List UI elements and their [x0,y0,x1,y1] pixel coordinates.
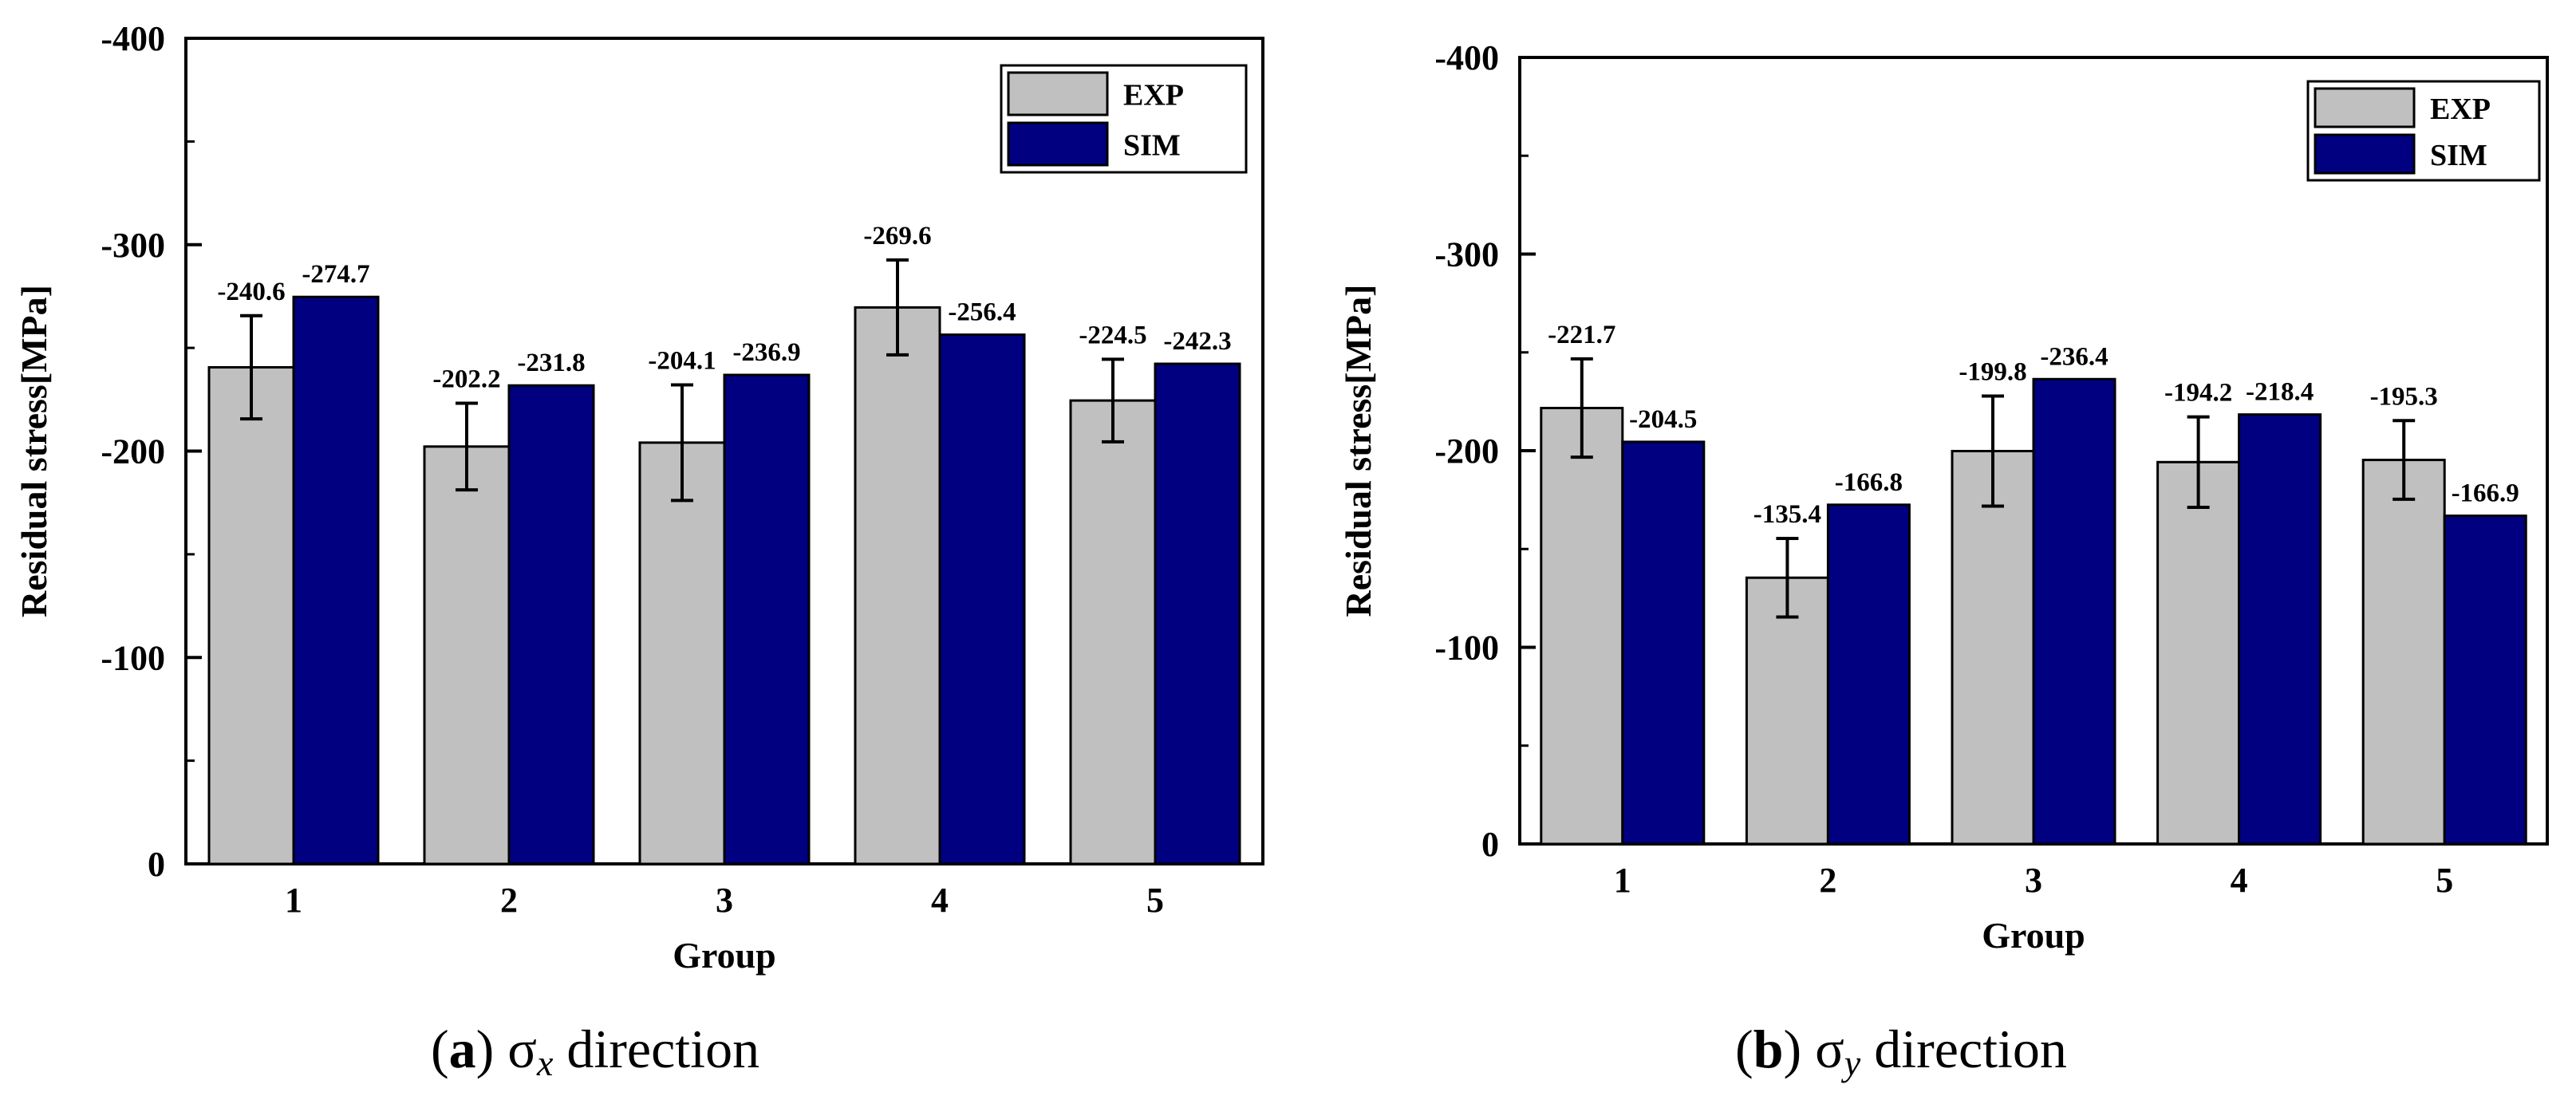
exp-value-label: -194.2 [2164,379,2232,408]
exp-value-label: -135.4 [1753,500,1821,529]
exp-bar [423,445,511,865]
x-axis-title: Group [1982,915,2085,956]
sim-value-label: -236.4 [2040,342,2108,371]
y-tick-label: -300 [101,226,165,265]
exp-bar [2361,459,2446,846]
y-axis-title: Residual stress[MPa] [1338,285,1379,617]
sim-value-label: -218.4 [2246,378,2314,407]
y-axis-title: Residual stress[MPa] [14,285,54,617]
exp-bar [1745,576,1829,846]
exp-value-label: -204.1 [648,346,716,375]
legend: EXP SIM [2306,80,2541,182]
sim-bar [2032,377,2116,846]
exp-bar [854,306,941,865]
sim-bar [2238,413,2322,846]
legend-swatch-exp [1007,71,1109,116]
x-tick-label: 5 [2436,861,2453,900]
exp-bar [207,365,295,865]
x-tick-label: 4 [2231,861,2248,900]
sim-bar [938,333,1026,865]
y-tick-label: 0 [148,845,165,884]
y-tick-label: -400 [1434,38,1499,77]
legend-label-exp: EXP [2430,93,2491,126]
sim-value-label: -166.8 [1835,468,1903,497]
legend-label-sim: SIM [1123,129,1181,163]
exp-bar [1540,407,1624,846]
legend-swatch-exp [2314,87,2416,128]
y-tick-label: -200 [1434,432,1499,471]
exp-value-label: -221.7 [1548,321,1615,349]
y-tick-label: -300 [1434,235,1499,274]
sim-value-label: -231.8 [517,349,585,377]
sim-bar [1621,440,1706,846]
sim-value-label: -166.9 [2452,479,2519,508]
exp-value-label: -269.6 [863,222,931,250]
legend-swatch-sim [1007,121,1109,167]
figure-caption: (a) σx direction [431,1019,759,1083]
sim-value-label: -242.3 [1163,327,1231,356]
y-tick-label: 0 [1481,825,1499,864]
y-tick-label: -400 [101,19,165,58]
exp-bar [1069,399,1157,865]
sim-bar [1154,362,1241,865]
sim-bar [723,373,811,865]
legend-label-sim: SIM [2430,139,2487,172]
figure-caption: (b) σy direction [1735,1019,2067,1083]
y-tick-label: -200 [101,432,165,471]
x-tick-label: 1 [1614,861,1631,900]
sim-bar [2443,515,2527,846]
x-tick-label: 2 [1819,861,1836,900]
sim-value-label: -256.4 [948,298,1016,327]
y-tick-label: -100 [1434,629,1499,668]
legend-label-exp: EXP [1123,79,1184,112]
x-axis-title: Group [673,935,776,976]
chart-panel-b: 0 -100 -200 -300 -400 Residual stress[MPa] 1 -2… [1338,38,2549,1083]
exp-value-label: -240.6 [217,278,285,306]
sim-value-label: -274.7 [302,260,369,289]
exp-value-label: -202.2 [432,365,500,393]
exp-bar [638,441,726,865]
x-tick-label: 2 [500,881,518,920]
y-tick-label: -100 [101,638,165,677]
exp-value-label: -195.3 [2370,382,2438,411]
sim-value-label: -236.9 [732,338,800,367]
sim-bar [507,384,595,865]
x-tick-label: 5 [1146,881,1164,920]
exp-bar [1951,449,2035,846]
sim-bar [1826,503,1911,846]
x-tick-label: 3 [2025,861,2042,900]
legend-swatch-sim [2314,133,2416,175]
x-tick-label: 4 [931,881,949,920]
exp-bar [2156,460,2241,846]
x-tick-label: 1 [285,881,302,920]
exp-value-label: -199.8 [1959,357,2026,386]
legend: EXP SIM [1000,64,1248,174]
exp-value-label: -224.5 [1079,321,1146,349]
sim-bar [292,295,380,865]
chart-panel-a: 0 -100 -200 -300 -400 Residual stress[MPa] 1 -2… [14,19,1264,1083]
sim-value-label: -204.5 [1629,405,1697,434]
x-tick-label: 3 [716,881,733,920]
